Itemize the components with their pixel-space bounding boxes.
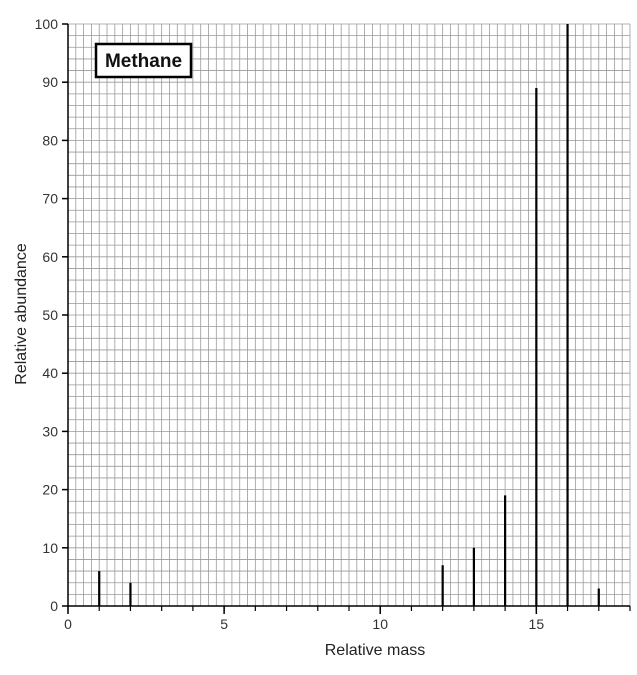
- y-tick-label: 0: [50, 598, 58, 614]
- tick-labels: 0 5 10 15 0 10 20 30 40 50 60 70 80 90 100: [35, 16, 631, 632]
- x-tick-label: 0: [64, 616, 72, 632]
- y-tick-label: 30: [42, 423, 58, 439]
- x-tick-label: 5: [220, 616, 228, 632]
- y-tick-label: 70: [42, 191, 58, 207]
- y-tick-label: 20: [42, 482, 58, 498]
- legend-box: Methane: [94, 42, 193, 79]
- y-tick-label: 80: [42, 132, 58, 148]
- y-tick-label: 100: [35, 16, 59, 32]
- x-tick-label: 10: [372, 616, 388, 632]
- x-axis-title: Relative mass: [325, 642, 425, 659]
- y-tick-label: 50: [42, 307, 58, 323]
- y-tick-label: 40: [42, 365, 58, 381]
- chart-title: Methane: [105, 51, 182, 72]
- y-tick-label: 10: [42, 540, 58, 556]
- grid: [67, 23, 631, 607]
- y-axis-title: Relative abundance: [13, 243, 30, 385]
- bars: [98, 24, 600, 606]
- x-tick-label: 15: [529, 616, 545, 632]
- y-tick-label: 60: [42, 249, 58, 265]
- y-tick-label: 90: [42, 74, 58, 90]
